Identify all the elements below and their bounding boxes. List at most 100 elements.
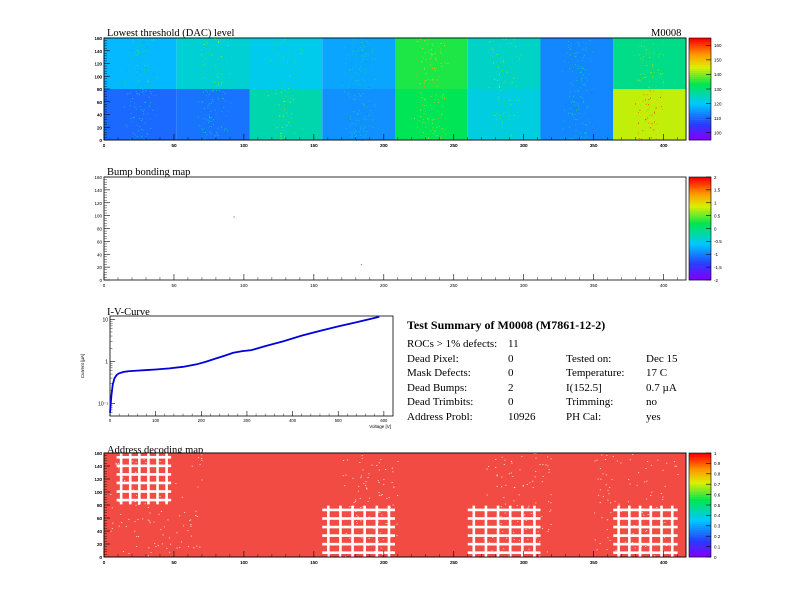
threshold-pixel: [223, 67, 225, 69]
threshold-pixel: [229, 138, 231, 140]
threshold-pixel: [209, 117, 211, 119]
address-fill: [104, 453, 686, 557]
threshold-pixel: [651, 38, 653, 40]
threshold-pixel: [148, 78, 150, 80]
address-defect-pixel: [122, 551, 125, 552]
address-defect-pixel: [375, 525, 377, 527]
threshold-pixel: [436, 126, 438, 128]
threshold-pixel: [579, 100, 581, 102]
threshold-pixel: [135, 135, 137, 137]
threshold-pixel: [511, 67, 513, 69]
threshold-pixel: [357, 112, 358, 114]
address-defect-pixel: [117, 462, 120, 464]
threshold-pixel: [511, 68, 513, 70]
threshold-pixel: [294, 100, 296, 102]
threshold-pixel: [414, 54, 415, 56]
threshold-pixel: [581, 71, 583, 73]
threshold-pixel: [353, 131, 355, 133]
threshold-pixel: [416, 75, 418, 77]
threshold-pixel: [652, 125, 654, 127]
threshold-pixel: [153, 95, 155, 97]
threshold-pixel: [276, 90, 278, 92]
threshold-pixel: [414, 118, 415, 120]
threshold-pixel: [580, 71, 581, 73]
threshold-pixel: [131, 73, 132, 75]
address-defect-pixel: [513, 539, 515, 540]
bump-colorbar-band: [689, 218, 711, 221]
threshold-pixel: [214, 136, 216, 138]
address-defect-pixel: [673, 461, 676, 463]
threshold-pixel: [221, 81, 223, 83]
address-defect-pixel: [365, 487, 368, 489]
address-defect-pixel: [645, 498, 648, 500]
address-defect-pixel: [496, 515, 498, 517]
bump-colorbar-band: [689, 251, 711, 254]
threshold-pixel: [637, 133, 639, 135]
address-defect-pixel: [374, 509, 376, 511]
address-defect-pixel: [393, 545, 395, 546]
threshold-x-tick-label: 250: [450, 143, 458, 148]
address-defect-pixel: [143, 459, 145, 461]
threshold-pixel: [356, 135, 358, 137]
threshold-overlay-y-tick-label: 40: [97, 113, 103, 118]
iv-curve-title: I-V-Curve: [107, 307, 150, 318]
address-defect-pixel: [381, 494, 383, 495]
threshold-pixel: [208, 122, 209, 124]
address-defect-pixel: [383, 478, 385, 480]
address-defect-pixel: [550, 458, 552, 460]
threshold-pixel: [512, 116, 514, 118]
threshold-pixel: [499, 51, 501, 53]
threshold-pixel: [272, 65, 274, 67]
address-defect-pixel: [657, 459, 659, 461]
threshold-pixel: [361, 54, 363, 56]
threshold-roc-cell: [540, 38, 614, 89]
threshold-pixel: [506, 138, 508, 139]
iv-x-tick-label: 600: [380, 418, 388, 423]
threshold-pixel: [656, 99, 658, 101]
threshold-colorbar-band: [689, 42, 711, 45]
address-missing-row: [116, 473, 172, 476]
address-defect-pixel: [385, 523, 387, 524]
threshold-pixel: [283, 99, 285, 101]
threshold-pixel: [503, 137, 505, 139]
threshold-pixel: [641, 45, 642, 47]
threshold-pixel: [150, 102, 151, 104]
threshold-pixel: [502, 60, 504, 62]
address-defect-pixel: [358, 486, 360, 488]
address-defect-pixel: [199, 464, 201, 466]
threshold-pixel: [647, 48, 649, 49]
threshold-pixel: [125, 124, 127, 126]
address-defect-pixel: [169, 543, 172, 545]
summary-value: 10926: [508, 411, 536, 423]
address-defect-pixel: [664, 521, 666, 523]
threshold-pixel: [219, 63, 221, 64]
threshold-pixel: [435, 94, 437, 96]
address-defect-pixel: [342, 475, 344, 477]
address-colorbar-band: [689, 511, 711, 514]
threshold-pixel: [647, 117, 649, 119]
address-defect-pixel: [645, 530, 647, 532]
address-defect-pixel: [349, 537, 351, 539]
threshold-pixel: [278, 43, 279, 45]
threshold-pixel: [652, 76, 654, 77]
threshold-pixel: [349, 125, 351, 127]
address-defect-pixel: [374, 550, 376, 552]
threshold-pixel: [150, 118, 152, 120]
threshold-pixel: [639, 101, 641, 103]
threshold-pixel: [431, 108, 433, 110]
address-y-tick-label: 60: [97, 516, 103, 521]
threshold-pixel: [496, 112, 498, 114]
address-colorbar-band: [689, 477, 711, 481]
threshold-pixel: [429, 80, 431, 82]
threshold-pixel: [287, 124, 289, 126]
threshold-pixel: [292, 138, 293, 140]
threshold-pixel: [571, 101, 573, 103]
address-defect-pixel: [132, 489, 135, 491]
threshold-pixel: [501, 118, 503, 120]
threshold-pixel: [350, 111, 352, 113]
threshold-y-tick-label: 0: [99, 138, 102, 143]
threshold-pixel: [146, 80, 148, 82]
address-defect-pixel: [386, 497, 388, 499]
threshold-pixel: [279, 134, 281, 136]
threshold-pixel: [302, 128, 304, 130]
